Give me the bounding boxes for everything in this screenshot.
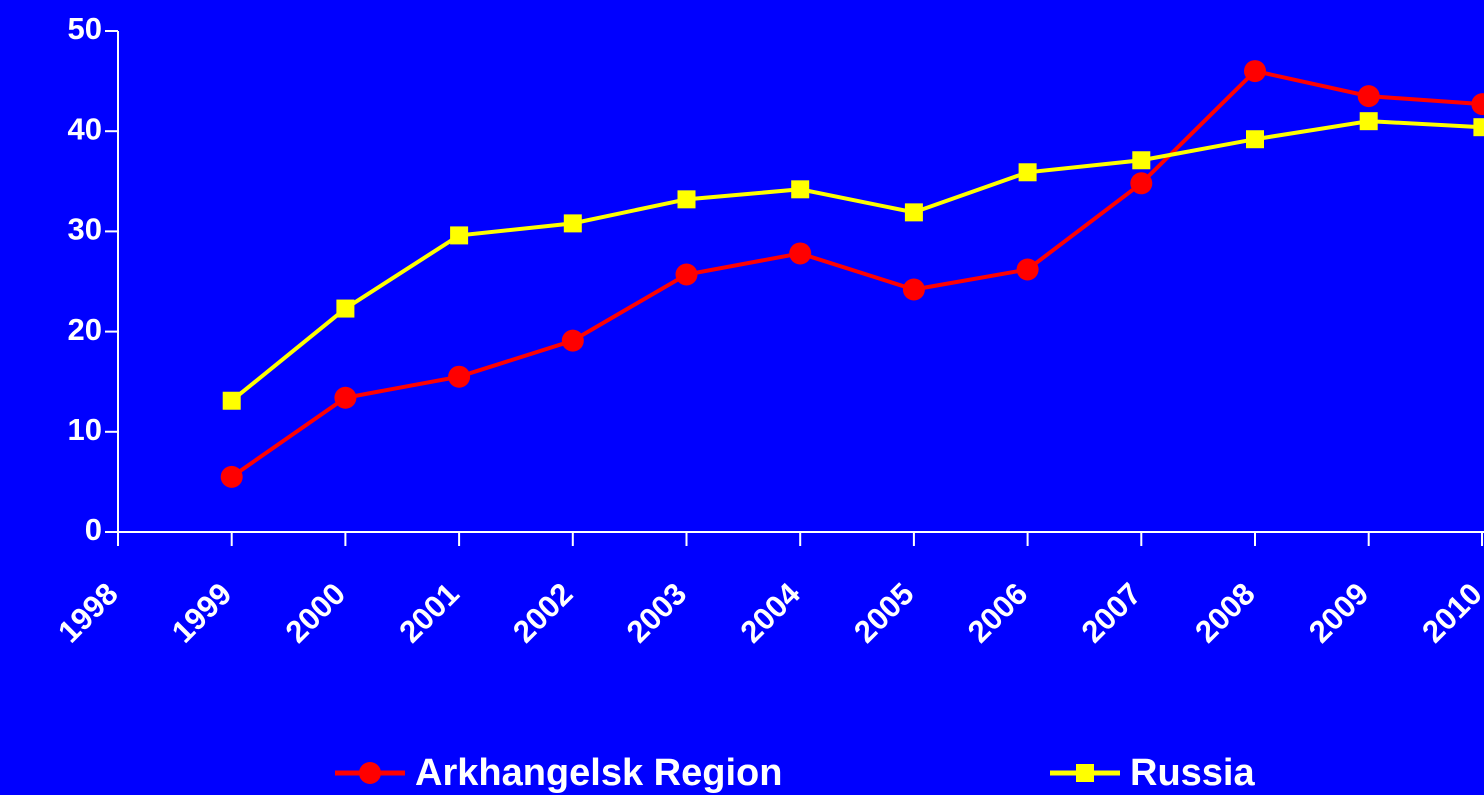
data-point xyxy=(1359,112,1378,131)
data-point xyxy=(222,391,241,410)
data-point xyxy=(1244,60,1266,83)
data-point xyxy=(1357,85,1380,108)
data-point xyxy=(1471,93,1484,116)
y-tick-label: 50 xyxy=(68,11,102,46)
x-tick-label: 2008 xyxy=(1188,576,1262,650)
y-tick-label: 0 xyxy=(85,512,102,547)
legend-marker xyxy=(1076,764,1094,782)
x-tick-label: 2000 xyxy=(279,576,353,650)
data-point xyxy=(791,180,810,199)
data-point xyxy=(561,329,584,352)
data-point xyxy=(563,214,582,233)
data-point xyxy=(1246,130,1264,149)
data-point xyxy=(675,263,698,286)
y-tick-label: 40 xyxy=(68,111,102,146)
data-point xyxy=(450,226,469,245)
series-line xyxy=(230,68,1483,479)
x-tick-label: 1999 xyxy=(165,576,239,650)
data-point xyxy=(448,365,471,388)
data-point xyxy=(1132,151,1151,170)
series-line xyxy=(230,119,1483,403)
x-tick-label: 2001 xyxy=(392,576,466,650)
y-tick-label: 10 xyxy=(68,412,102,447)
data-point xyxy=(220,465,243,488)
x-tick-label: 2004 xyxy=(733,575,807,649)
data-point xyxy=(1018,163,1037,182)
data-point xyxy=(1016,258,1039,281)
legend-label: Arkhangelsk Region xyxy=(415,752,782,794)
y-tick-label: 30 xyxy=(68,212,102,247)
data-point xyxy=(334,386,357,409)
legend-label: Russia xyxy=(1130,752,1255,794)
data-point xyxy=(1130,172,1153,195)
data-point xyxy=(902,278,925,301)
data-point xyxy=(336,299,355,318)
data-point xyxy=(789,242,812,265)
data-point xyxy=(904,203,923,222)
x-tick-label: 2010 xyxy=(1415,576,1484,650)
x-tick-label: 2007 xyxy=(1075,576,1149,650)
y-tick-label: 20 xyxy=(68,312,102,347)
x-tick-label: 2006 xyxy=(961,576,1035,650)
data-point xyxy=(1473,118,1484,137)
x-tick-label: 1998 xyxy=(51,576,125,650)
x-tick-label: 2009 xyxy=(1302,576,1376,650)
legend-marker xyxy=(359,762,381,784)
x-tick-label: 2005 xyxy=(847,576,921,650)
x-tick-label: 2003 xyxy=(620,576,694,650)
data-point xyxy=(677,190,696,209)
x-tick-label: 2002 xyxy=(506,576,580,650)
